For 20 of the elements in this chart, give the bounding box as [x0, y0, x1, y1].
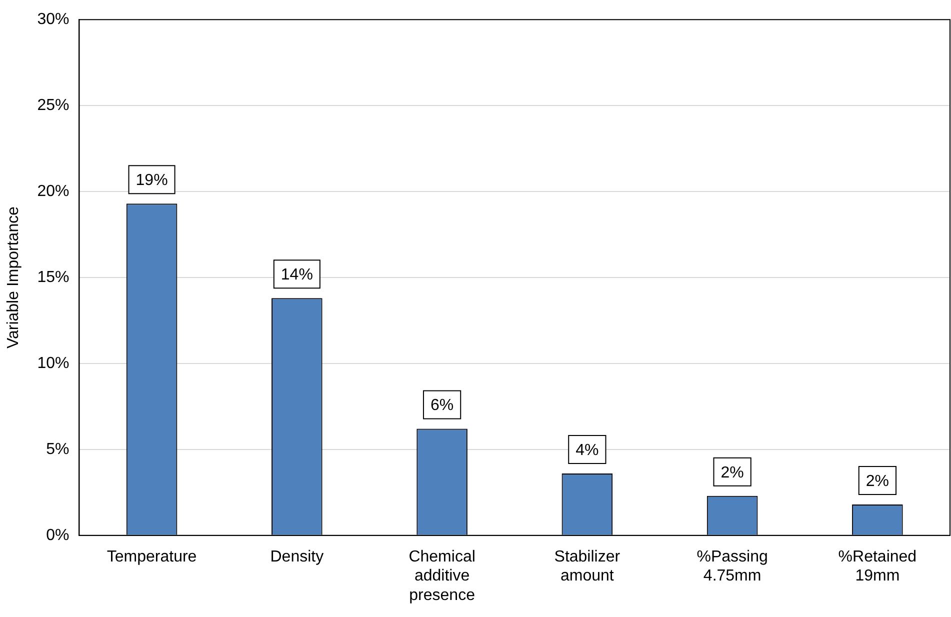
y-tick-label: 25% [37, 96, 70, 114]
y-tick-label: 20% [37, 182, 70, 200]
data-label: 6% [430, 397, 454, 414]
x-tick-label: %Passing 4.75mm [696, 548, 768, 585]
x-tick-label: %Retained 19mm [838, 548, 917, 585]
data-label: 4% [576, 442, 599, 459]
data-label: 14% [280, 266, 313, 284]
data-label: 2% [720, 464, 744, 482]
x-tick-label: Stabilizer amount [554, 548, 621, 585]
y-tick-label: 10% [37, 354, 70, 372]
data-label: 19% [136, 172, 168, 189]
y-tick-label: 30% [37, 11, 70, 28]
x-tick-label: Density [270, 548, 324, 566]
y-tick-label: 15% [37, 268, 70, 286]
x-tick-label: Chemical additive presence [408, 548, 476, 604]
data-label: 2% [866, 472, 889, 490]
x-tick-label: Temperature [106, 548, 197, 566]
y-tick-label: 0% [46, 526, 70, 544]
y-tick-label: 5% [46, 440, 70, 458]
y-axis-title: Variable Importance [5, 206, 22, 348]
